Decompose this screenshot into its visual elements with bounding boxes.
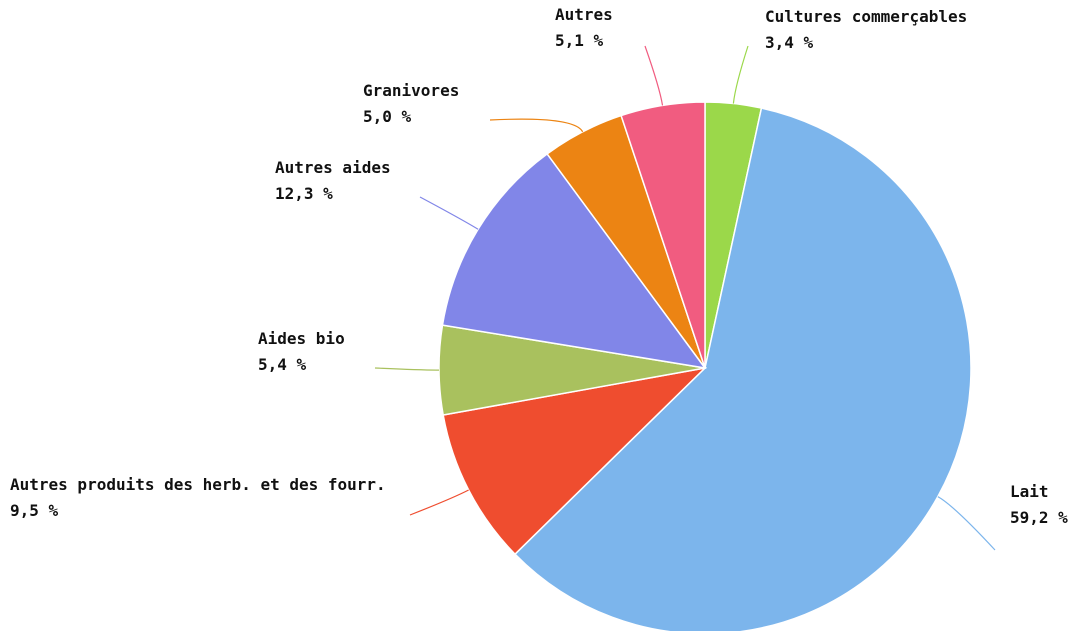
- slice-label: Lait: [1010, 482, 1049, 501]
- slice-label: Granivores: [363, 81, 459, 100]
- leader-line: [937, 496, 996, 551]
- pie-slice: [620, 101, 706, 369]
- leader-line: [732, 45, 749, 104]
- leader-line: [419, 196, 479, 230]
- pie-slice: [442, 366, 708, 556]
- slice-value: 3,4 %: [765, 33, 814, 52]
- leader-line: [489, 118, 584, 133]
- slice-value: 5,4 %: [258, 355, 307, 374]
- slice-label: Autres aides: [275, 158, 391, 177]
- slice-label: Autres produits des herb. et des fourr.: [10, 475, 386, 494]
- leader-line: [409, 489, 469, 516]
- slice-label: Cultures commerçables: [765, 7, 967, 26]
- slice-value: 5,0 %: [363, 107, 412, 126]
- pie-slice: [513, 107, 972, 631]
- slice-label: Aides bio: [258, 329, 345, 348]
- leader-line: [374, 367, 440, 371]
- slice-value: 5,1 %: [555, 31, 604, 50]
- slice-label: Autres: [555, 5, 613, 24]
- slice-value: 59,2 %: [1010, 508, 1068, 527]
- leader-line: [644, 45, 664, 106]
- slice-value: 12,3 %: [275, 184, 333, 203]
- slice-value: 9,5 %: [10, 501, 59, 520]
